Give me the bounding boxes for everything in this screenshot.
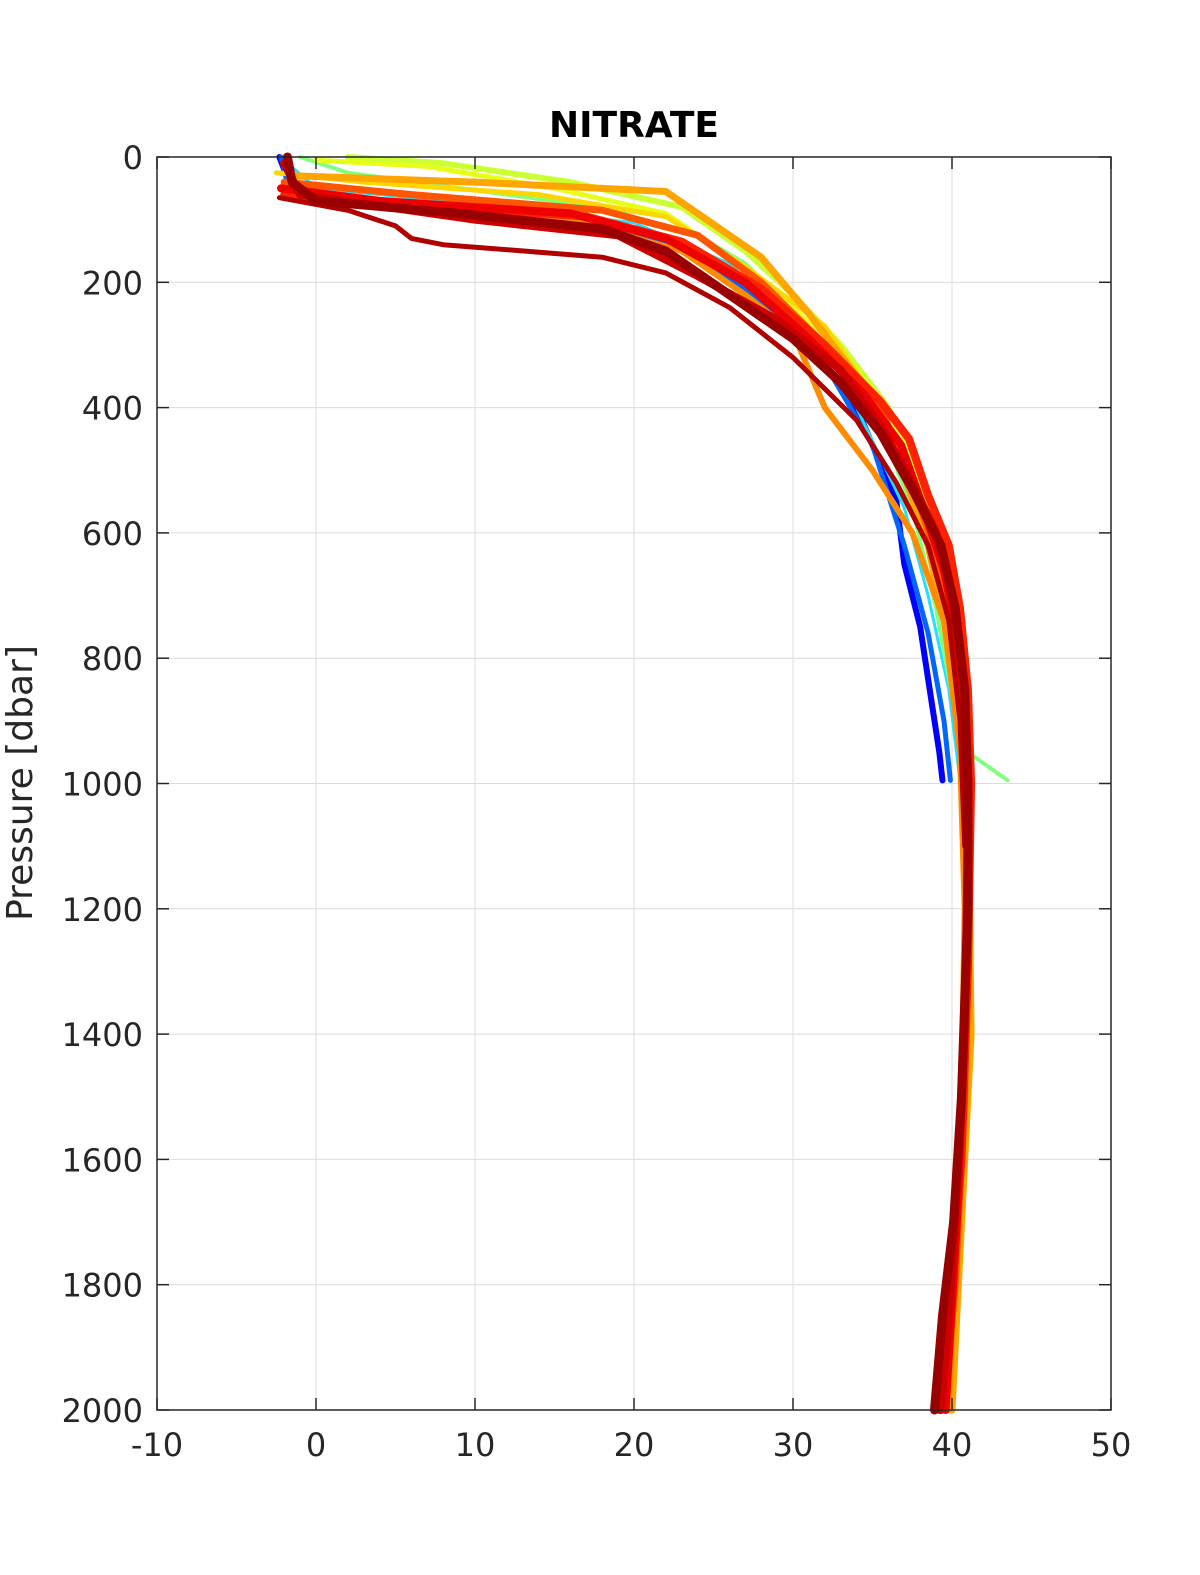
x-tick-label: -10 xyxy=(131,1426,183,1464)
y-tick-label: 1200 xyxy=(62,891,143,929)
x-tick-label: 0 xyxy=(306,1426,326,1464)
y-tick-label: 2000 xyxy=(62,1392,143,1430)
series-group xyxy=(273,152,1010,1415)
y-tick-label: 1000 xyxy=(62,766,143,804)
y-tick-label: 0 xyxy=(123,139,143,177)
y-tick-label: 800 xyxy=(82,640,143,678)
x-tick-label: 40 xyxy=(932,1426,973,1464)
x-tick-label: 50 xyxy=(1091,1426,1132,1464)
x-tick-label: 10 xyxy=(455,1426,496,1464)
profile-line-15 xyxy=(282,152,973,1415)
grid xyxy=(157,157,1111,1410)
chart-title: NITRATE xyxy=(549,105,719,146)
ticks: -10 0 10 20 30 40 50 0 200 400 600 800 1000 1200 1400 1… xyxy=(62,139,1132,1464)
y-tick-label: 1400 xyxy=(62,1016,143,1054)
y-tick-label: 1800 xyxy=(62,1267,143,1305)
x-tick-label: 20 xyxy=(614,1426,655,1464)
y-tick-label: 200 xyxy=(82,264,143,302)
x-tick-label: 30 xyxy=(773,1426,814,1464)
y-axis-label: Pressure [dbar] xyxy=(0,645,41,921)
y-tick-label: 600 xyxy=(82,515,143,553)
profile-line-14 xyxy=(276,195,968,849)
y-tick-label: 1600 xyxy=(62,1141,143,1179)
y-tick-label: 400 xyxy=(82,390,143,428)
